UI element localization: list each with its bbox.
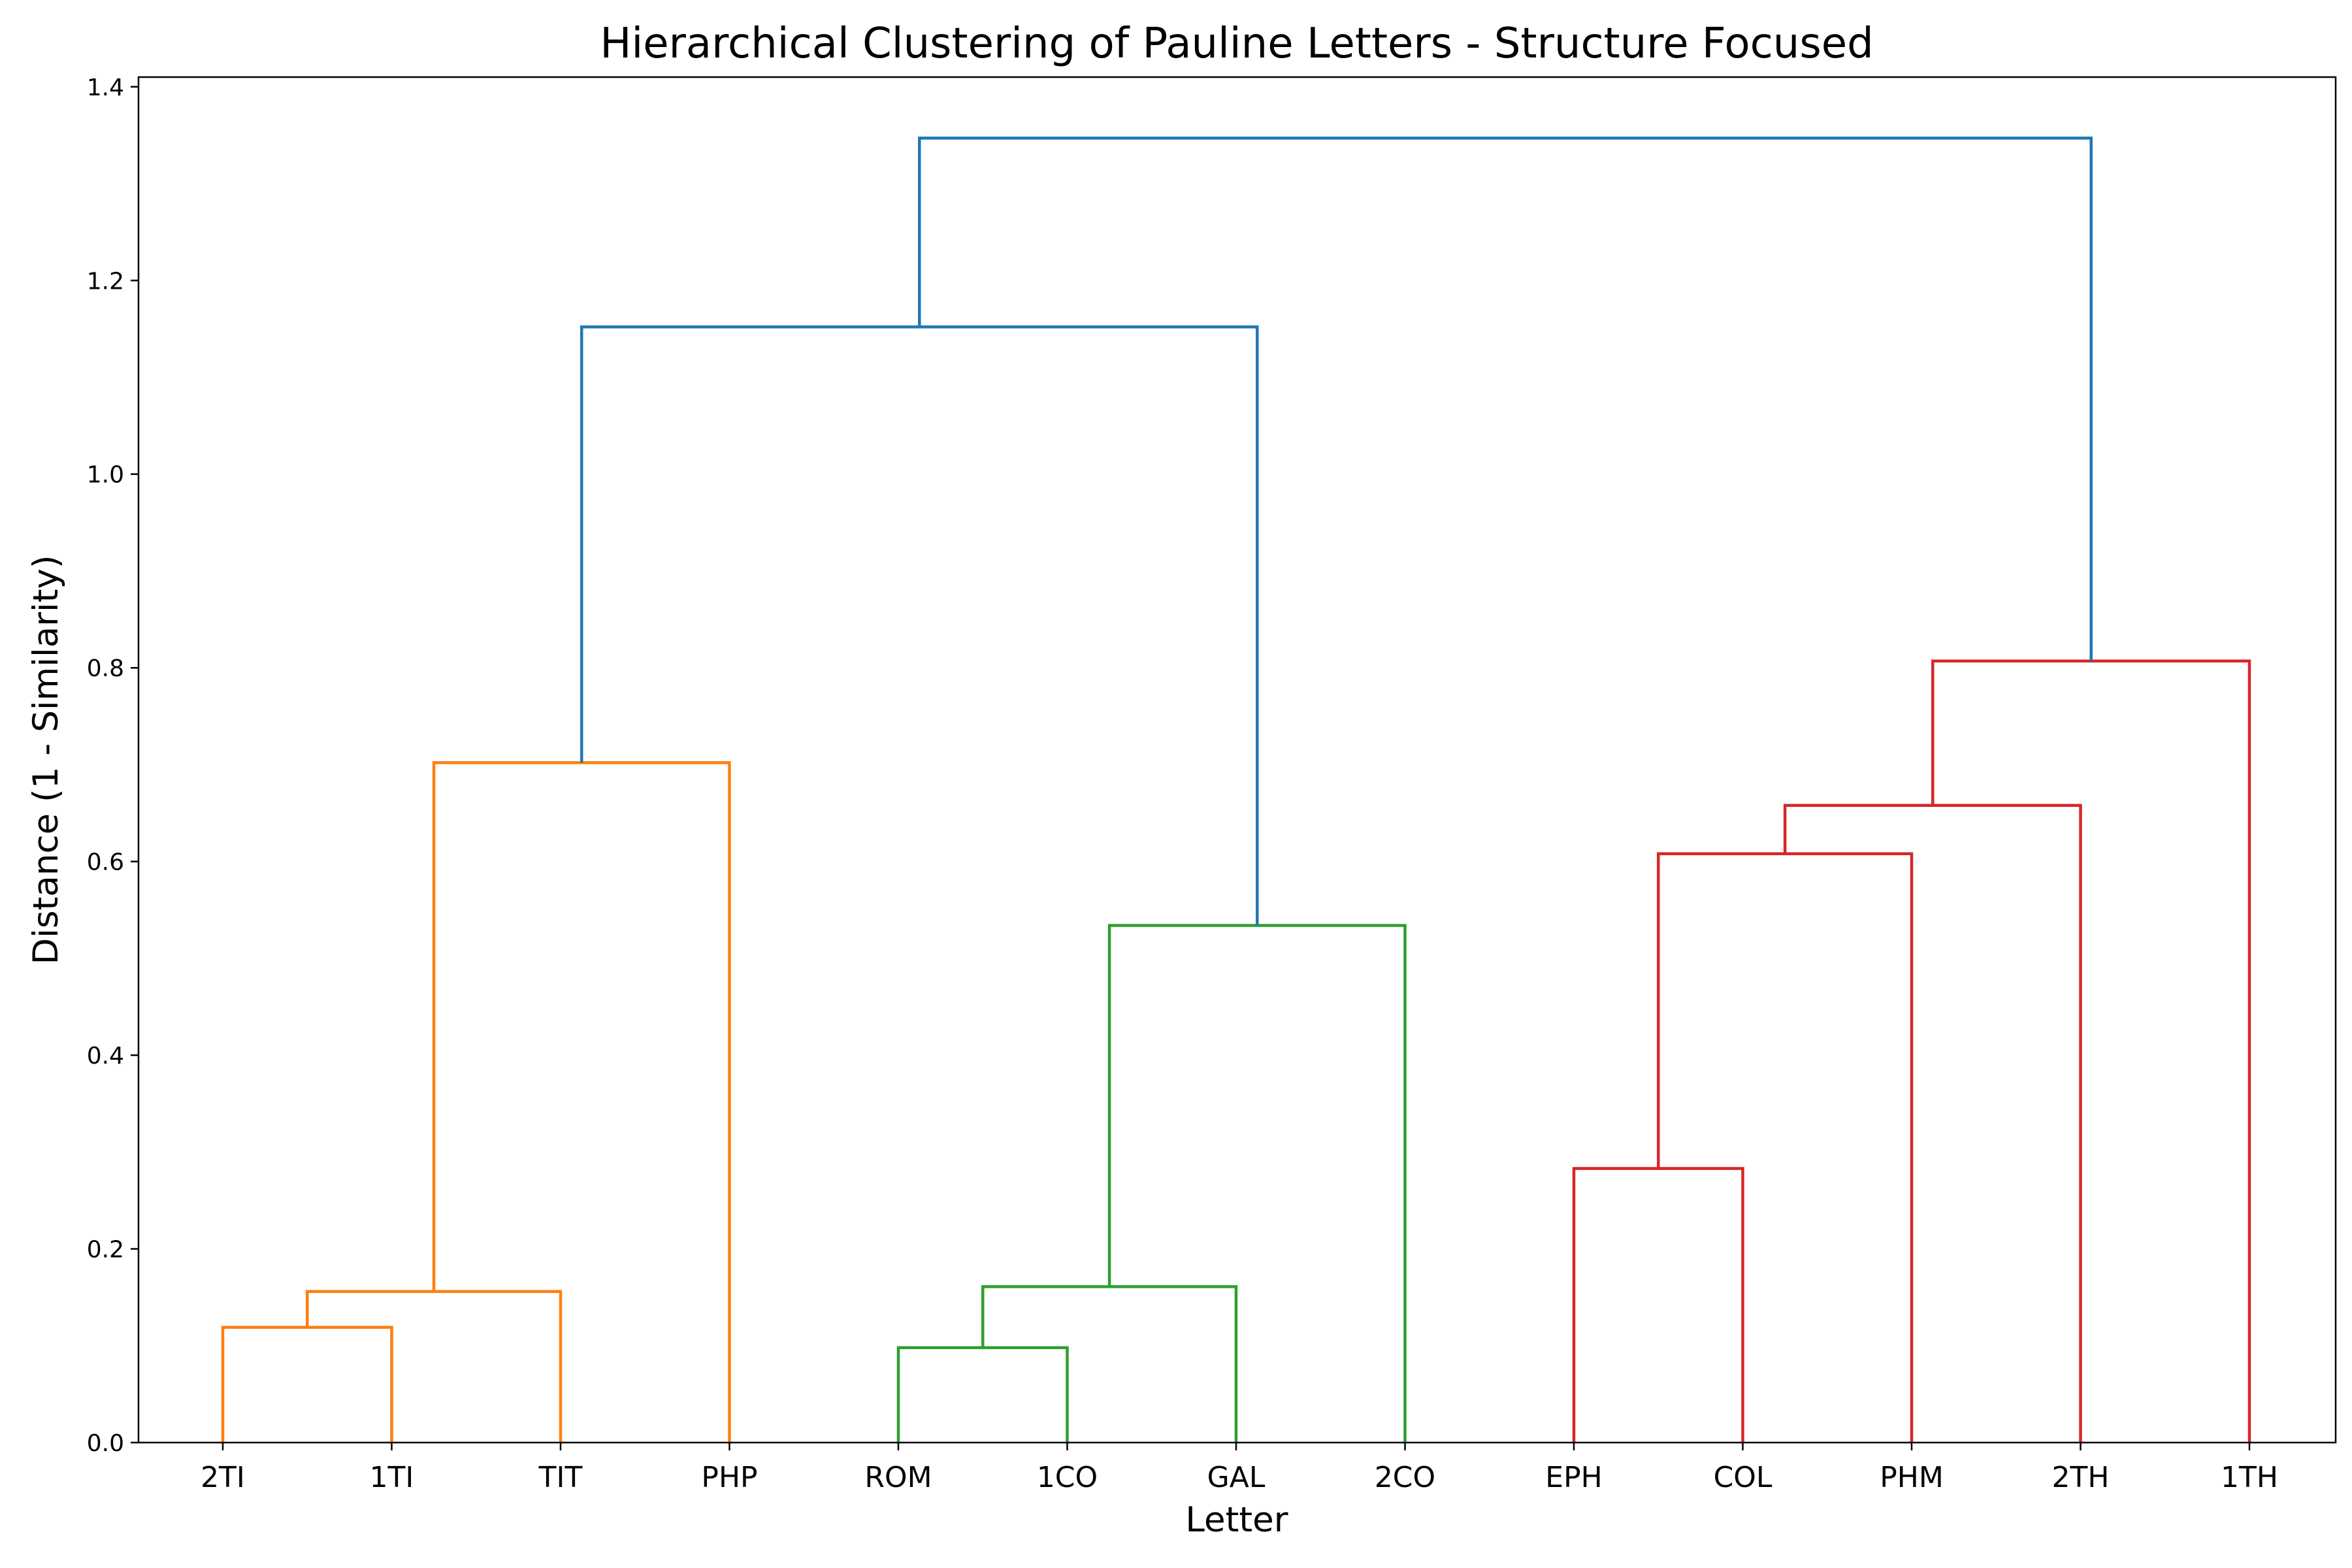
leaf-label-php: PHP (701, 1461, 757, 1494)
y-tick-label: 0.2 (87, 1237, 124, 1264)
y-tick-label: 1.4 (87, 74, 124, 101)
leaf-label-2th: 2TH (2052, 1461, 2110, 1494)
y-tick-label: 0.4 (87, 1043, 124, 1070)
dendrogram-link-12 (918, 137, 2093, 661)
y-axis-title: Distance (1 - Similarity) (26, 555, 66, 964)
leaf-label-rom: ROM (864, 1461, 932, 1494)
y-tick-label: 1.0 (87, 462, 124, 489)
y-tick-label: 0.0 (87, 1430, 124, 1457)
x-axis: 2TI 1TI TIT PHP ROM 1CO GAL 2CO EPH COL PHM 2TH 1TH (201, 1443, 2278, 1494)
leaf-label-eph: EPH (1545, 1461, 1602, 1494)
leaf-label-2co: 2CO (1375, 1461, 1435, 1494)
y-tick-label: 0.8 (87, 655, 124, 682)
leaf-label-gal: GAL (1207, 1461, 1266, 1494)
leaf-label-2ti: 2TI (201, 1461, 245, 1494)
leaf-label-1ti: 1TI (370, 1461, 414, 1494)
y-axis: 0.0 0.2 0.4 0.6 0.8 1.0 1.2 1.4 (87, 74, 139, 1457)
y-tick-label: 1.2 (87, 268, 124, 295)
leaf-label-1co: 1CO (1037, 1461, 1098, 1494)
leaf-label-col: COL (1714, 1461, 1772, 1494)
plot-frame (137, 76, 2337, 1444)
chart-title: Hierarchical Clustering of Pauline Lette… (600, 20, 1873, 68)
links-layer (221, 137, 2251, 1443)
x-axis-title: Letter (1185, 1500, 1288, 1540)
leaf-label-tit: TIT (538, 1461, 583, 1494)
y-tick-label: 0.6 (87, 849, 124, 876)
leaf-label-1th: 1TH (2221, 1461, 2278, 1494)
leaf-label-phm: PHM (1880, 1461, 1944, 1494)
